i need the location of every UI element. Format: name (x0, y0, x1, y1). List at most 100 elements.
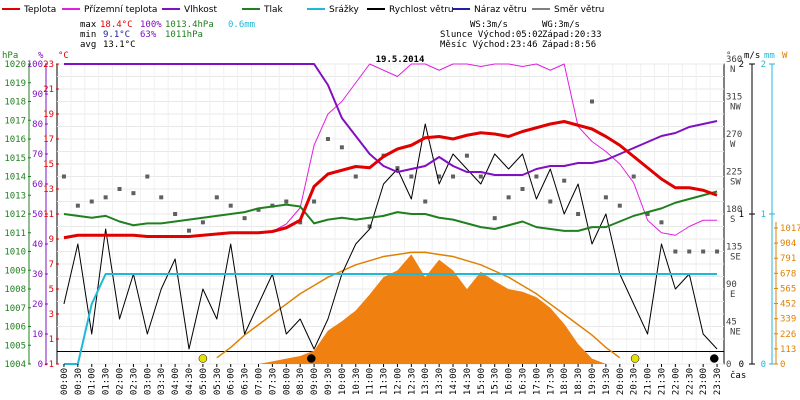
degrees-tick-dir: E (730, 290, 735, 300)
wind-direction-point (339, 145, 344, 150)
axis-degrees-title: ° (726, 51, 731, 61)
series-lines (63, 63, 718, 365)
rain-line (63, 273, 718, 365)
x-tick-label: 08:00 (282, 368, 292, 395)
wind-direction-point (645, 212, 650, 216)
hpa-tick-label: 1011 (4, 229, 26, 239)
axis-percent: % 0 10 20 30 40 50 60 70 80 90 100 (27, 51, 48, 370)
x-tick-label: 10:30 (352, 368, 362, 395)
axis-hpa: hPa 1004 1005 1006 1007 1008 1009 1010 1011 1012… (2, 51, 31, 370)
degrees-tick-dir: SE (730, 253, 741, 263)
degrees-tick-label: 360 (726, 55, 742, 65)
x-tick-label: 03:00 (143, 368, 153, 395)
temperature-line (63, 120, 718, 240)
hpa-tick-label: 1016 (4, 135, 26, 145)
hpa-tick-label: 1015 (4, 154, 26, 164)
mm-tick-label: 2 (761, 60, 766, 70)
degrees-tick-label: 0 (726, 360, 731, 370)
wind-direction-point (117, 187, 122, 191)
x-tick-label: 11:30 (380, 368, 390, 395)
celsius-tick-label: 9 (49, 235, 54, 245)
stats-block: max 18.4°C 100% 1013.4hPa 0.6mm min 9.1°… (80, 20, 602, 50)
wind-direction-point (103, 195, 108, 200)
wind-direction-point (242, 216, 247, 221)
wind-direction-point (464, 153, 469, 158)
hpa-tick-label: 1020 (4, 60, 26, 70)
hpa-tick-label: 1014 (4, 173, 26, 183)
percent-tick-label: 70 (32, 150, 43, 160)
x-tick-label: 04:00 (171, 368, 181, 395)
ground-temperature-line (258, 63, 718, 236)
percent-tick-label: 40 (32, 240, 43, 250)
wind-direction-point (617, 203, 622, 208)
legend-label: Směr větru (554, 5, 604, 15)
x-tick-label: 15:30 (491, 368, 501, 395)
x-tick-label: 01:30 (102, 368, 112, 395)
wind-direction-point (200, 220, 205, 225)
hpa-tick-label: 1017 (4, 116, 26, 126)
celsius-tick-label: -1 (43, 360, 54, 370)
celsius-tick-label: 5 (49, 285, 54, 295)
wind-direction-point (631, 174, 636, 179)
stats-avg-temp: 13.1°C (103, 40, 136, 50)
x-tick-label: 17:00 (532, 368, 542, 395)
hpa-tick-label: 1008 (4, 285, 26, 295)
wind-direction-points (61, 99, 720, 254)
mm-tick-label: 0 (761, 360, 766, 370)
celsius-tick-label: 23 (43, 60, 54, 70)
x-tick-label: 07:00 (254, 368, 264, 395)
celsius-tick-label: 1 (49, 335, 54, 345)
moon-rise-marker (710, 354, 719, 363)
stats-max-temp: 18.4°C (100, 20, 133, 30)
wind-direction-point (409, 174, 414, 179)
x-tick-label: 00:30 (74, 368, 84, 395)
degrees-tick-label: 135 (726, 243, 742, 253)
wind-speed-line (63, 123, 718, 350)
percent-tick-label: 90 (32, 90, 43, 100)
degrees-tick-label: 225 (726, 168, 742, 178)
wind-direction-point (145, 174, 150, 179)
x-tick-label: 10:00 (338, 368, 348, 395)
x-tick-label: 02:00 (116, 368, 126, 395)
hpa-tick-label: 1009 (4, 266, 26, 276)
legend: Teplota Přízemní teplota Vlhkost Tlak Srážky… (2, 5, 604, 15)
x-tick-label: 05:30 (213, 368, 223, 395)
w-tick-label: 678 (780, 269, 796, 279)
x-tick-label: 16:00 (505, 368, 515, 395)
wind-direction-point (659, 220, 664, 225)
x-tick-label: 21:30 (657, 368, 667, 395)
x-tick-label: 08:30 (296, 368, 306, 395)
axis-celsius-title: °C (58, 51, 69, 61)
w-tick-label: 452 (780, 300, 796, 310)
wind-direction-point (478, 174, 483, 179)
x-tick-label: 03:30 (157, 368, 167, 395)
degrees-tick-label: 315 (726, 93, 742, 103)
moon-set-marker (307, 354, 316, 363)
w-tick-label: 904 (780, 239, 796, 249)
wind-direction-point (687, 249, 692, 254)
stats-moon-set: Západ:8:56 (542, 40, 596, 50)
wind-direction-point (214, 195, 219, 200)
wind-direction-point (576, 212, 581, 216)
axis-hpa-ticks: 1004 1005 1006 1007 1008 1009 1010 1011 1012 1013… (4, 60, 31, 370)
x-tick-label: 09:30 (324, 368, 334, 395)
sunrise-marker (198, 354, 208, 363)
x-tick-label: 20:30 (630, 368, 640, 395)
ms-tick-label: 2 (739, 60, 744, 70)
wind-direction-point (131, 191, 136, 196)
x-tick-label: 15:00 (477, 368, 487, 395)
wind-direction-point (437, 174, 442, 179)
wind-direction-point (75, 203, 80, 208)
hpa-tick-label: 1005 (4, 341, 26, 351)
x-tick-label: 23:30 (713, 368, 723, 395)
axis-w-title: W (782, 51, 788, 61)
celsius-tick-label: 3 (49, 310, 54, 320)
x-tick-label: 20:00 (616, 368, 626, 395)
axis-percent-ticks: 0 10 20 30 40 50 60 70 80 90 100 (27, 60, 48, 370)
x-tick-label: 01:00 (88, 368, 98, 395)
celsius-tick-label: 19 (43, 110, 54, 120)
wind-direction-point (562, 178, 567, 183)
degrees-tick-label: 45 (726, 318, 737, 328)
legend-label: Tlak (263, 5, 284, 15)
